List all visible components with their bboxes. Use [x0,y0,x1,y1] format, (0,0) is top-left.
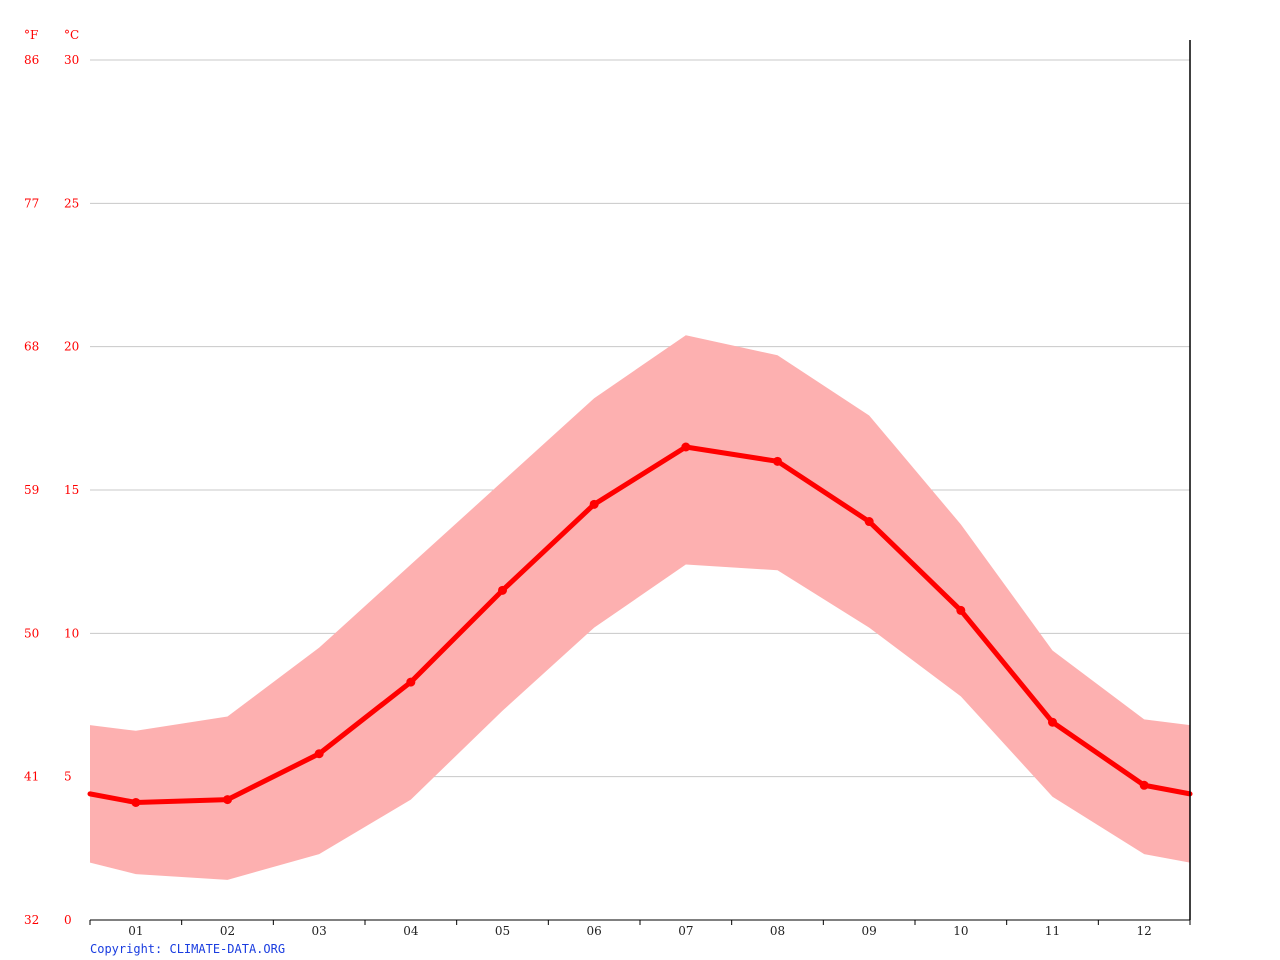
ytick-c-25: 25 [64,196,79,210]
month-label-01: 01 [128,924,143,938]
celsius-unit-label: °C [64,28,79,42]
ytick-c-0: 0 [64,913,72,927]
ytick-c-15: 15 [64,483,79,497]
month-label-10: 10 [953,924,968,938]
month-label-03: 03 [312,924,327,938]
data-point-07 [681,442,691,452]
data-point-09 [864,517,874,527]
data-point-06 [589,499,599,509]
ytick-f-41: 41 [24,770,39,784]
data-point-12 [1139,780,1149,790]
data-point-03 [314,749,324,759]
ytick-c-30: 30 [64,53,79,67]
temperature-range-area [90,335,1190,880]
month-label-09: 09 [862,924,877,938]
month-label-11: 11 [1045,924,1060,938]
month-label-12: 12 [1137,924,1152,938]
mean-temperature-polyline [87,444,1193,805]
ytick-f-50: 50 [24,626,39,640]
ytick-c-5: 5 [64,770,72,784]
data-point-02 [223,795,232,805]
mean-temperature-line [87,442,1193,807]
ytick-f-59: 59 [24,483,39,497]
ytick-f-77: 77 [24,196,39,210]
data-point-11 [1048,717,1057,727]
ytick-f-86: 86 [24,53,39,67]
month-label-02: 02 [220,924,235,938]
fahrenheit-unit-label: °F [24,28,38,42]
ytick-c-20: 20 [64,340,79,354]
data-point-08 [773,456,782,466]
ytick-c-10: 10 [64,626,79,640]
month-label-04: 04 [403,924,419,938]
month-label-08: 08 [770,924,785,938]
data-point-01 [131,797,141,807]
data-point-04 [406,677,416,687]
data-point-10 [956,605,966,615]
ytick-f-68: 68 [24,340,39,354]
ytick-f-32: 32 [24,913,39,927]
month-label-06: 06 [587,924,602,938]
month-label-07: 07 [678,924,693,938]
data-point-05 [498,585,507,595]
axes [89,40,1191,925]
temperature-range-band [90,335,1190,880]
copyright-notice[interactable]: Copyright: CLIMATE-DATA.ORG [90,942,286,956]
month-label-05: 05 [495,924,510,938]
